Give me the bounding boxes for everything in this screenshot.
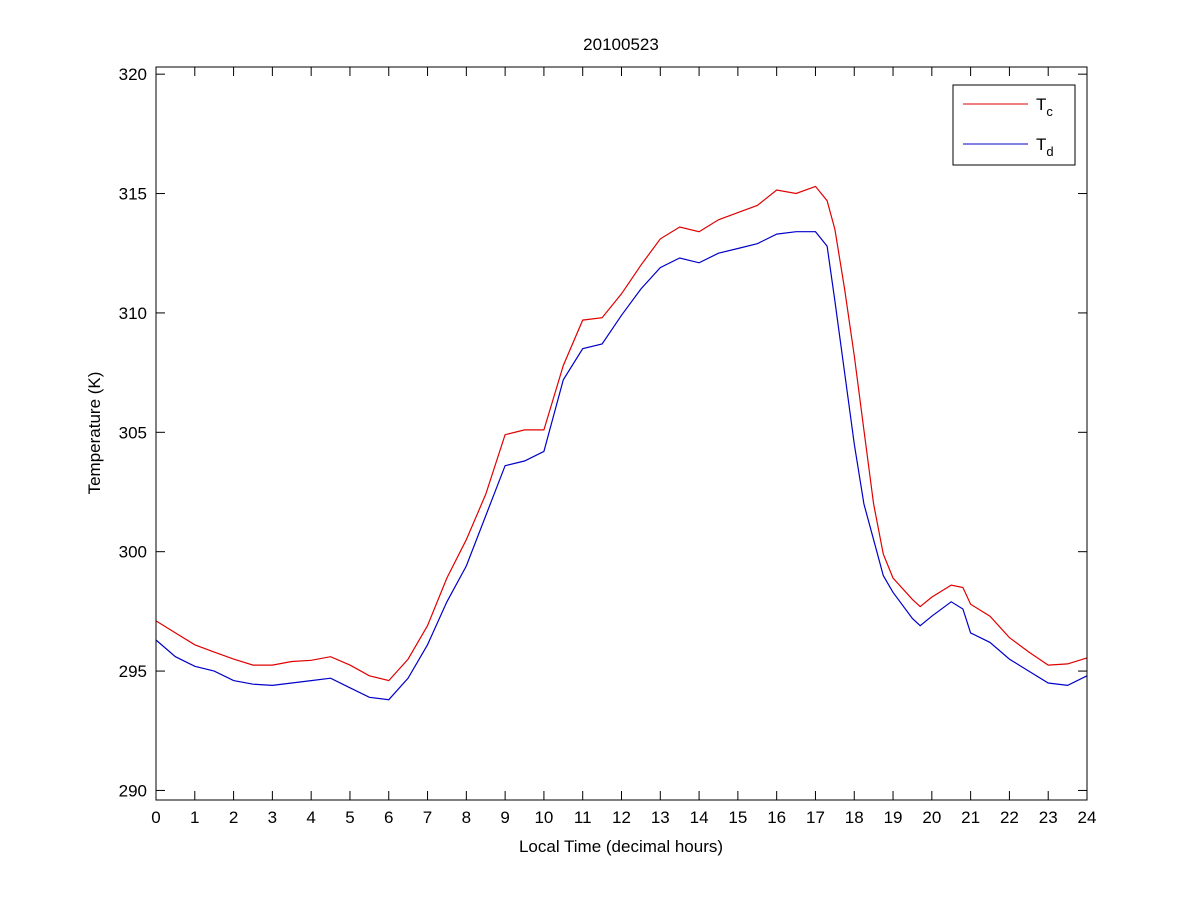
- x-tick-label: 4: [306, 808, 315, 827]
- x-tick-label: 11: [574, 808, 592, 827]
- x-tick-label: 22: [1000, 808, 1019, 827]
- x-tick-label: 19: [884, 808, 903, 827]
- x-tick-label: 14: [690, 808, 709, 827]
- chart-title: 20100523: [583, 35, 659, 54]
- legend-label-td: Td: [1036, 135, 1054, 159]
- legend-box: [952, 84, 1076, 166]
- x-axis-label: Local Time (decimal hours): [519, 837, 723, 856]
- legend-label-tc: Tc: [1036, 95, 1053, 119]
- x-tick-label: 18: [845, 808, 864, 827]
- y-tick-label: 315: [119, 185, 147, 204]
- axis-ticks: 0 1 2 3 4 5 6 7 8 9 10 11 12 13 14 15 16 17 18 19 20 21 22 23 24…: [119, 65, 1097, 827]
- legend: Tc Td: [952, 84, 1076, 166]
- y-tick-label: 290: [119, 781, 147, 800]
- x-tick-label: 21: [961, 808, 980, 827]
- x-tick-label: 2: [229, 808, 238, 827]
- x-tick-label: 6: [384, 808, 393, 827]
- series-lines: [155, 185, 1088, 701]
- x-tick-label: 12: [612, 808, 631, 827]
- x-tick-label: 13: [651, 808, 670, 827]
- y-tick-label: 305: [119, 423, 147, 442]
- x-tick-label: 10: [534, 808, 553, 827]
- series-line-td: [155, 231, 1088, 701]
- plot-area-border: [155, 66, 1088, 801]
- y-tick-label: 320: [119, 65, 147, 84]
- x-tick-label: 3: [268, 808, 277, 827]
- x-tick-label: 0: [151, 808, 160, 827]
- x-tick-label: 16: [767, 808, 786, 827]
- x-tick-label: 24: [1078, 808, 1097, 827]
- x-tick-label: 7: [423, 808, 432, 827]
- y-tick-label: 300: [119, 543, 147, 562]
- x-tick-label: 17: [806, 808, 825, 827]
- y-axis-label: Temperature (K): [85, 372, 104, 495]
- y-tick-label: 310: [119, 304, 147, 323]
- x-tick-label: 8: [462, 808, 471, 827]
- series-line-tc: [155, 185, 1088, 682]
- x-tick-label: 9: [500, 808, 509, 827]
- x-tick-label: 23: [1039, 808, 1058, 827]
- x-tick-label: 5: [345, 808, 354, 827]
- x-tick-label: 1: [190, 808, 199, 827]
- x-tick-label: 20: [922, 808, 941, 827]
- x-tick-label: 15: [728, 808, 747, 827]
- y-tick-label: 295: [119, 662, 147, 681]
